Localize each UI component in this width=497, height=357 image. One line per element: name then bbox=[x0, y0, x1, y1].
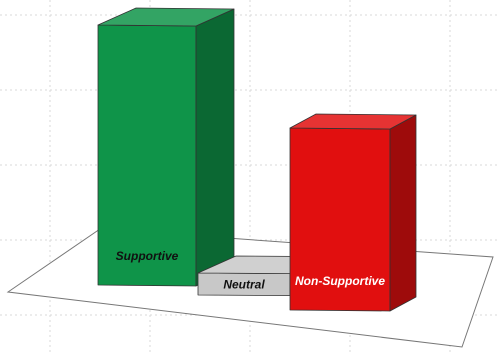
bars: Supportive Neutral Non-Supportive bbox=[97, 7, 417, 312]
data-label-non-supportive: Non-Supportive bbox=[295, 274, 385, 288]
data-label-neutral: Neutral bbox=[223, 277, 265, 291]
bar-side-face bbox=[195, 8, 235, 287]
data-label-supportive: Supportive bbox=[116, 249, 179, 263]
bar-top-face bbox=[289, 113, 417, 130]
bar-front-face bbox=[97, 24, 197, 287]
bar-non-supportive: Non-Supportive bbox=[289, 113, 417, 312]
bar-supportive: Supportive bbox=[97, 7, 235, 287]
bar-side-face bbox=[389, 114, 417, 312]
bar-top-face bbox=[97, 7, 235, 27]
